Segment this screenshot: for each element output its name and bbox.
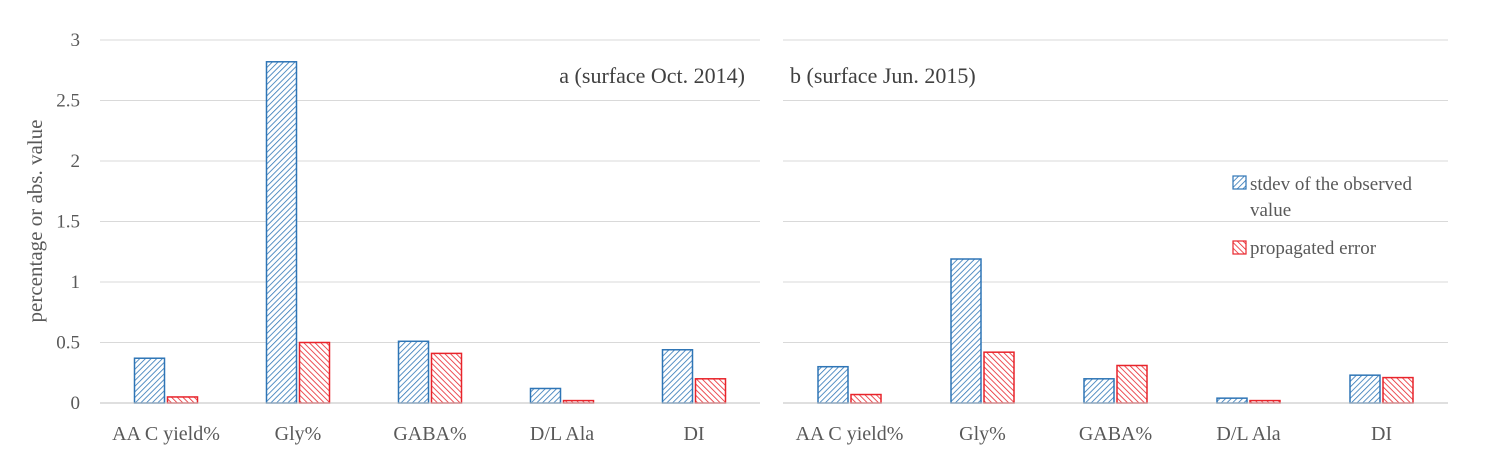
legend-item-observed: stdev of the observed value (1232, 174, 1412, 221)
x-category-label: DI (1371, 423, 1392, 445)
panel-b-bar-propagated (983, 351, 1015, 404)
x-category-label: D/L Ala (530, 423, 594, 445)
panel-b-bar-propagated (1116, 364, 1148, 404)
y-tick-label: 1.5 (56, 212, 80, 233)
legend: stdev of the observed value propagated e… (1232, 174, 1412, 259)
legend-swatch-propagated (1232, 240, 1247, 255)
panel-b-chart: b (surface Jun. 2015) AA C yield% Gly% GABA… (783, 39, 1448, 445)
panel-a-bar-observed (133, 357, 166, 404)
y-tick-label: 0.5 (56, 333, 80, 354)
panel-b-bar-propagated (1382, 376, 1414, 404)
x-category-label: AA C yield% (112, 423, 220, 445)
panel-a-chart: 0 0.5 1 1.5 2 2.5 3 a (surface Oct. 2014) AA C y… (56, 30, 760, 445)
panel-b-bar-observed (1216, 397, 1248, 404)
y-tick-label: 3 (71, 30, 81, 51)
panel-a-bar-observed (265, 61, 298, 404)
panel-a-bar-observed (661, 349, 694, 404)
x-category-label: Gly% (275, 423, 322, 445)
panel-b-title: b (surface Jun. 2015) (790, 63, 976, 88)
y-tick-label: 2 (71, 151, 81, 172)
legend-swatch-observed (1232, 175, 1247, 190)
panel-a-title: a (surface Oct. 2014) (559, 63, 745, 88)
panel-a-bar-observed (529, 387, 562, 404)
x-category-label: AA C yield% (796, 423, 904, 445)
panel-a-bar-propagated (166, 396, 199, 404)
panel-b-bar-observed (950, 258, 982, 404)
legend-label-observed-line2: value (1250, 200, 1291, 221)
x-category-label: GABA% (1079, 423, 1152, 445)
legend-label-observed-line1: stdev of the observed (1250, 174, 1412, 195)
panel-b-bar-observed (817, 365, 849, 404)
x-category-label: D/L Ala (1216, 423, 1280, 445)
panel-a-bar-propagated (694, 378, 727, 404)
panel-b-bar-observed (1349, 374, 1381, 404)
legend-item-propagated: propagated error (1232, 238, 1377, 259)
panel-a-bar-observed (397, 340, 430, 404)
panel-a-bar-propagated (430, 352, 463, 404)
y-tick-label: 0 (71, 393, 81, 414)
y-tick-label: 2.5 (56, 91, 80, 112)
x-category-label: GABA% (393, 423, 466, 445)
panel-b-bar-propagated (850, 393, 882, 404)
panel-a-bar-propagated (298, 341, 331, 404)
legend-label-propagated: propagated error (1250, 238, 1377, 259)
panel-b-bar-observed (1083, 378, 1115, 404)
y-tick-label: 1 (71, 272, 81, 293)
x-category-label: Gly% (959, 423, 1006, 445)
x-category-label: DI (683, 423, 704, 445)
y-axis-label: percentage or abs. value (23, 120, 47, 323)
